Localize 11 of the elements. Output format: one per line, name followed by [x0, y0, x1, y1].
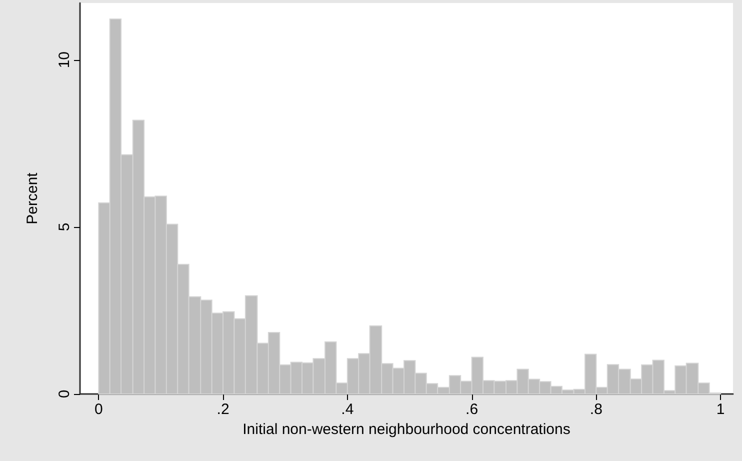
x-axis-title: Initial non-western neighbourhood concentrations [242, 421, 570, 438]
x-tick-label: .8 [590, 401, 602, 418]
y-axis-title: Percent [24, 172, 41, 224]
x-tick-label: 0 [94, 401, 103, 418]
x-tick-label: .6 [466, 401, 478, 418]
y-tick-label: 5 [56, 222, 73, 232]
y-tick-label: 10 [56, 51, 73, 68]
x-tick-label: 1 [716, 401, 725, 418]
x-tick-label: .2 [216, 401, 230, 418]
y-tick-label: 0 [56, 390, 73, 398]
x-tick-label: .4 [341, 401, 354, 418]
